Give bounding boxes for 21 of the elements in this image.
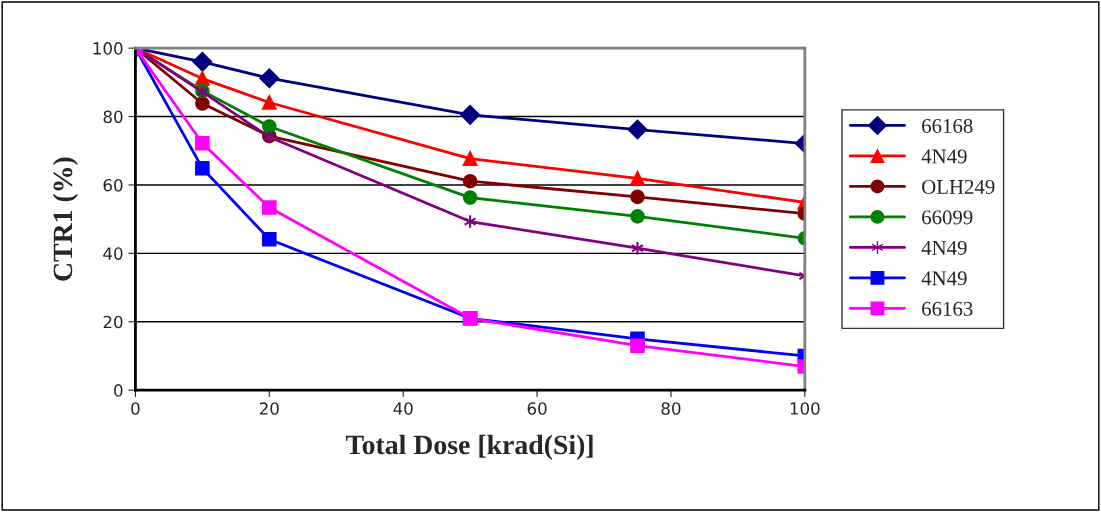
y-tick-label: 20 <box>103 315 123 329</box>
y-tick-label: 100 <box>93 42 123 55</box>
x-tick-label: 100 <box>790 402 820 415</box>
x-tick-label: 80 <box>661 402 681 415</box>
x-tick-label: 40 <box>393 402 413 415</box>
y-axis-title: CTR1 (%) <box>52 157 78 281</box>
y-tick-label: 60 <box>103 178 123 192</box>
y-tick-label: 40 <box>103 247 123 260</box>
y-tick-label: 0 <box>114 384 123 397</box>
legend-label: 4N49 <box>921 240 967 255</box>
legend-label: 66163 <box>922 301 973 316</box>
legend-label: 4N49 <box>921 271 967 286</box>
x-axis-title: Total Dose [krad(Si)] <box>346 434 593 460</box>
legend-label: 4N49 <box>921 149 967 164</box>
legend-label: 66168 <box>922 118 973 133</box>
y-tick-label: 80 <box>103 110 123 124</box>
x-tick-label: 20 <box>259 402 279 415</box>
x-tick-label: 0 <box>131 402 140 415</box>
x-tick-label: 60 <box>527 402 547 415</box>
legend-label: OLH249 <box>922 179 995 194</box>
legend-label: 66099 <box>922 210 973 225</box>
